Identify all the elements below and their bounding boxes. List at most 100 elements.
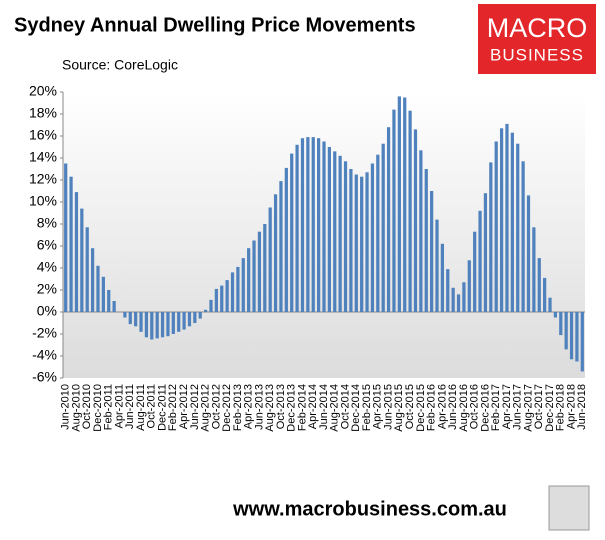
- y-tick-label: -4%: [32, 347, 57, 363]
- x-tick-label: Jun-2015: [382, 384, 394, 430]
- bar: [203, 309, 208, 312]
- y-tick-label: 2%: [37, 281, 57, 297]
- bar: [516, 143, 520, 312]
- bar: [101, 276, 105, 312]
- chart-title: Sydney Annual Dwelling Price Movements: [14, 14, 416, 36]
- bar: [74, 192, 79, 312]
- bar: [317, 138, 321, 312]
- bar: [187, 312, 192, 327]
- x-tick-label: Aug-2010: [70, 384, 82, 432]
- bar: [128, 312, 132, 325]
- bar: [440, 243, 445, 312]
- bar: [134, 312, 138, 327]
- bar: [247, 248, 251, 312]
- bar: [473, 231, 477, 312]
- bar: [150, 312, 154, 340]
- x-tick-label: Dec-2010: [92, 384, 104, 432]
- bar: [376, 154, 380, 312]
- subtitle: Source: CoreLogic: [62, 57, 178, 73]
- bar: [123, 312, 127, 318]
- bar: [403, 97, 407, 312]
- bar: [569, 312, 574, 360]
- x-tick-label: Dec-2016: [479, 384, 491, 432]
- y-tick-label: 6%: [37, 237, 57, 253]
- x-tick-label: Apr-2017: [501, 384, 513, 429]
- bar: [537, 258, 541, 312]
- bar: [273, 194, 278, 312]
- bar: [322, 141, 326, 312]
- bar: [166, 312, 170, 337]
- wolf-icon: [548, 485, 590, 531]
- bar: [553, 312, 558, 318]
- bar: [236, 266, 240, 312]
- x-tick-label: Apr-2016: [436, 384, 448, 429]
- bar: [171, 312, 175, 334]
- bar: [177, 312, 181, 332]
- bar: [386, 127, 391, 312]
- x-tick-label: Aug-2017: [522, 384, 534, 432]
- bar: [284, 167, 288, 312]
- bar: [85, 227, 89, 312]
- logo-box: [478, 4, 596, 74]
- y-tick-label: 12%: [29, 171, 57, 187]
- bar: [354, 174, 358, 312]
- x-tick-label: Feb-2015: [361, 384, 373, 431]
- bar: [263, 224, 267, 312]
- bar: [430, 191, 434, 312]
- bar: [155, 312, 159, 339]
- bar: [483, 193, 488, 312]
- y-tick-label: 14%: [29, 149, 57, 165]
- footer: www.macrobusiness.com.au: [232, 498, 507, 520]
- x-tick-label: Dec-2015: [415, 384, 427, 432]
- x-tick-label: Dec-2012: [221, 384, 233, 432]
- bar: [290, 153, 294, 312]
- bar: [489, 162, 493, 312]
- x-tick-label: Oct-2013: [275, 384, 287, 429]
- bar: [139, 312, 143, 332]
- y-tick-label: -6%: [32, 369, 57, 385]
- bar: [462, 282, 466, 312]
- bar: [295, 144, 299, 312]
- bar: [90, 248, 95, 312]
- x-tick-label: Aug-2015: [393, 384, 405, 432]
- x-tick-label: Jun-2017: [512, 384, 524, 430]
- bar: [381, 143, 385, 312]
- bar: [451, 287, 455, 312]
- bar: [96, 265, 100, 312]
- bar: [144, 312, 149, 338]
- x-tick-label: Apr-2014: [307, 384, 319, 429]
- x-tick-label: Oct-2017: [533, 384, 545, 429]
- y-tick-label: 20%: [29, 83, 57, 99]
- bar: [408, 110, 412, 312]
- bar: [580, 312, 584, 372]
- bar: [311, 137, 315, 312]
- x-tick-label: Feb-2013: [232, 384, 244, 431]
- x-tick-label: Aug-2014: [329, 384, 341, 432]
- bar: [279, 181, 283, 312]
- bar: [198, 312, 202, 319]
- x-tick-label: Feb-2017: [490, 384, 502, 431]
- y-tick-label: 0%: [37, 303, 57, 319]
- x-tick-label: Jun-2013: [253, 384, 265, 430]
- x-tick-label: Feb-2018: [555, 384, 567, 431]
- y-tick-label: 16%: [29, 127, 57, 143]
- bar: [510, 132, 514, 312]
- x-tick-label: Oct-2012: [210, 384, 222, 429]
- bar: [338, 155, 342, 312]
- bar: [575, 312, 579, 362]
- bar: [419, 150, 423, 312]
- bar: [300, 138, 305, 312]
- bar: [225, 280, 229, 312]
- x-tick-label: Dec-2017: [544, 384, 556, 432]
- x-tick-label: Apr-2015: [372, 384, 384, 429]
- bar: [257, 231, 262, 312]
- x-tick-label: Oct-2015: [404, 384, 416, 429]
- bar: [494, 141, 498, 312]
- bar: [209, 299, 213, 312]
- x-tick-label: Aug-2016: [458, 384, 470, 432]
- x-tick-label: Apr-2012: [178, 384, 190, 429]
- x-tick-label: Jun-2011: [124, 384, 136, 429]
- bar: [107, 290, 111, 312]
- y-tick-label: 4%: [37, 259, 57, 275]
- x-tick-label: Dec-2014: [350, 384, 362, 432]
